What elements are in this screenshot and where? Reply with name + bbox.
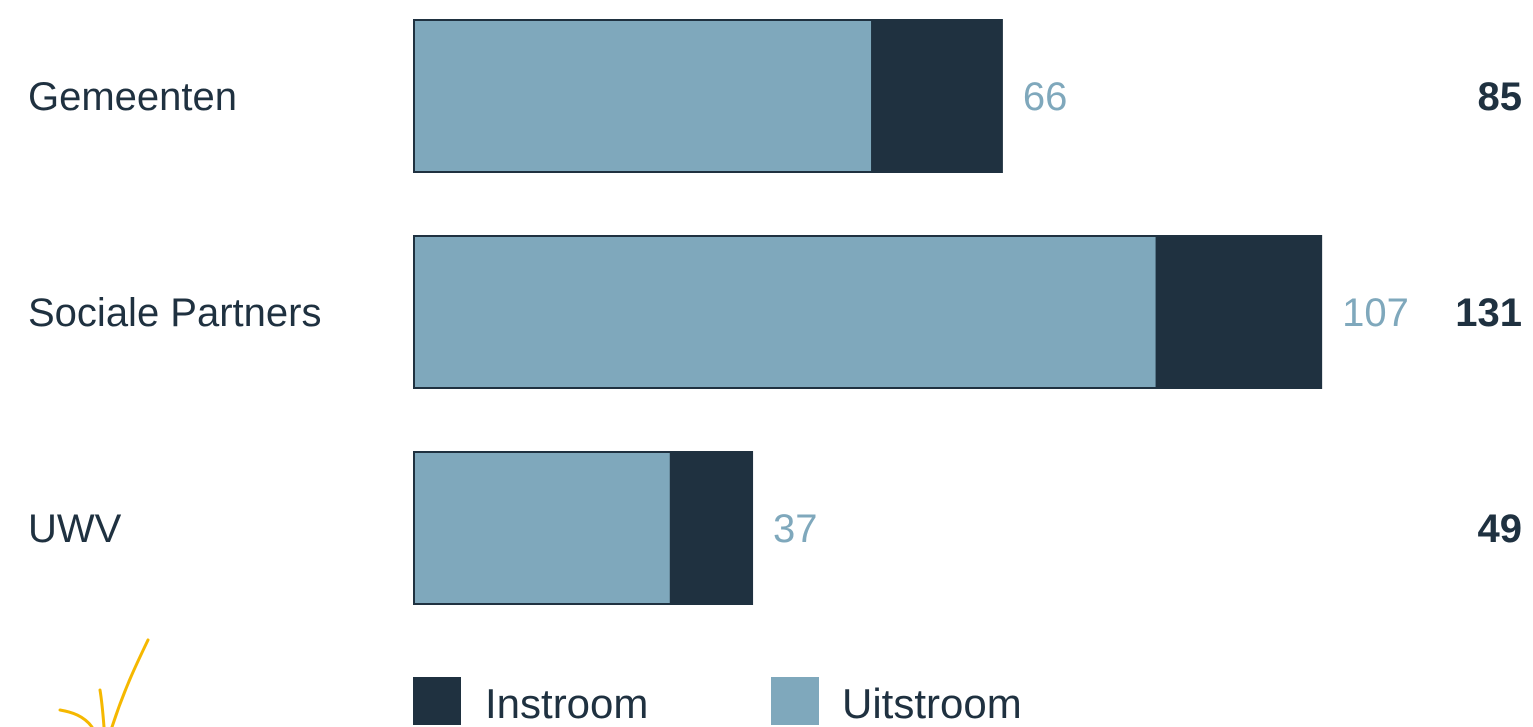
legend-label-instroom: Instroom (485, 680, 648, 727)
legend: Instroom Uitstroom (413, 677, 1022, 727)
legend-label-uitstroom: Uitstroom (842, 680, 1022, 727)
total-value-label-sociale-partners: 131 (1455, 291, 1522, 335)
uitstroom-value-label-sociale-partners: 107 (1342, 291, 1409, 335)
bar-uitstroom-sociale-partners (415, 237, 1156, 387)
category-label-uwv: UWV (28, 507, 122, 551)
uitstroom-value-label-gemeenten: 66 (1023, 75, 1068, 119)
bar-uitstroom-uwv (415, 453, 670, 603)
total-value-label-uwv: 49 (1478, 507, 1523, 551)
category-label-sociale-partners: Sociale Partners (28, 291, 321, 335)
bars-layer (413, 19, 1323, 605)
legend-swatch-instroom (413, 677, 461, 725)
uitstroom-value-label-uwv: 37 (773, 507, 818, 551)
total-value-label-gemeenten: 85 (1478, 75, 1523, 119)
decorative-scribble-icon (58, 638, 150, 727)
bar-uitstroom-gemeenten (415, 21, 872, 171)
category-label-gemeenten: Gemeenten (28, 75, 237, 119)
legend-swatch-uitstroom (771, 677, 819, 725)
labels-layer: Gemeenten 66 85 Sociale Partners 107 131 UWV 37… (28, 75, 1522, 551)
